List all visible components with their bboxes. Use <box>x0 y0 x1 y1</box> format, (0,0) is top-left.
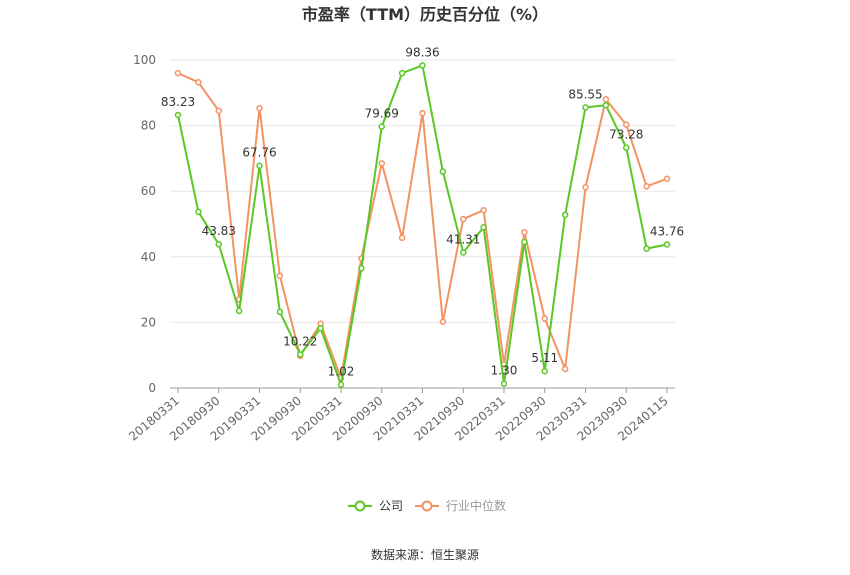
series-1-point-24 <box>663 175 671 182</box>
data-label-20190930: 10.22 <box>283 334 317 348</box>
series-1-point-1 <box>195 79 202 86</box>
series-1-point-14 <box>460 215 467 223</box>
series-0-point-4 <box>256 162 263 169</box>
series-0-point-15 <box>480 224 487 231</box>
series-1-point-20 <box>582 184 589 191</box>
y-tick-label-40: 40 <box>141 250 156 264</box>
series-0-point-20 <box>582 104 589 111</box>
series-0-point-9 <box>358 265 365 272</box>
legend-item-0[interactable]: 公司 <box>348 499 403 513</box>
series-1-point-17 <box>521 228 528 236</box>
series-1-point-4 <box>256 104 263 112</box>
series-1-point-0 <box>174 69 182 77</box>
series-0-point-23 <box>643 245 650 252</box>
data-label-20230930: 73.28 <box>609 128 643 142</box>
data-label-20240115: 43.76 <box>650 224 684 238</box>
series-layer <box>174 62 671 388</box>
series-1-point-15 <box>480 206 487 214</box>
series-1-point-21 <box>602 96 610 103</box>
legend-swatch-marker <box>421 500 433 512</box>
series-1-point-2 <box>215 107 222 115</box>
series-0-point-11 <box>398 69 406 77</box>
legend-label: 公司 <box>379 499 403 513</box>
series-0-point-8 <box>337 381 345 388</box>
chart-title: 市盈率（TTM）历史百分位（%） <box>302 5 548 24</box>
series-0-point-19 <box>561 211 569 219</box>
data-label-20220930: 5.11 <box>531 351 558 365</box>
series-1-point-19 <box>561 365 569 373</box>
y-tick-label-60: 60 <box>141 184 156 198</box>
data-label-20200930: 79.69 <box>365 107 399 121</box>
legend[interactable]: 公司 行业中位数 <box>348 498 506 513</box>
series-1-point-23 <box>643 183 650 190</box>
data-label-20190331: 67.76 <box>242 146 276 160</box>
series-0-point-5 <box>276 308 284 316</box>
series-0-point-18 <box>541 367 548 375</box>
series-1-point-12 <box>419 109 426 117</box>
series-0-point-3 <box>235 307 243 315</box>
data-label-20180930: 43.83 <box>202 224 236 238</box>
series-0-point-10 <box>378 123 385 130</box>
y-tick-label-100: 100 <box>133 53 156 67</box>
series-0-point-7 <box>317 325 324 332</box>
y-tick-label-20: 20 <box>141 315 156 329</box>
legend-item-1[interactable]: 行业中位数 <box>415 498 506 513</box>
series-1-point-18 <box>541 315 548 322</box>
x-axis: 2018033120180930201903312019093020200331… <box>126 387 675 444</box>
y-tick-label-0: 0 <box>148 381 156 395</box>
data-label-20230331: 85.55 <box>568 87 602 101</box>
series-0-point-1 <box>195 208 202 216</box>
data-label-20210331: 98.36 <box>405 45 439 59</box>
series-1-point-22 <box>623 121 630 128</box>
legend-label: 行业中位数 <box>446 498 506 513</box>
series-0-point-17 <box>521 238 528 246</box>
series-0-point-14 <box>460 249 467 256</box>
series-0-point-0 <box>174 111 182 119</box>
series-0-point-24 <box>663 241 671 248</box>
series-1-point-13 <box>439 318 447 325</box>
series-0-point-12 <box>419 62 426 69</box>
series-1-point-5 <box>276 272 284 280</box>
series-0-point-22 <box>623 144 630 151</box>
data-source-note: 数据来源：恒生聚源 <box>371 547 479 562</box>
y-tick-label-80: 80 <box>141 119 156 133</box>
series-0-point-2 <box>215 240 222 248</box>
data-label-20200331: 1.02 <box>328 365 355 379</box>
series-0-point-21 <box>602 102 610 109</box>
legend-swatch-marker <box>354 500 366 512</box>
series-0-point-6 <box>297 351 304 358</box>
data-label-20210930: 41.31 <box>446 233 480 247</box>
y-axis: 0 20 40 60 80 100 <box>133 53 156 395</box>
series-0-point-13 <box>439 168 447 175</box>
y-gridlines <box>170 59 675 323</box>
series-1-point-11 <box>398 234 406 242</box>
series-1-point-10 <box>378 160 385 167</box>
data-label-20180331: 83.23 <box>161 95 195 109</box>
data-labels: 83.23 43.83 67.76 10.22 1.02 79.69 98.36 41.31 1… <box>161 45 684 378</box>
data-label-20220331: 1.30 <box>491 364 518 378</box>
series-0-point-16 <box>500 380 508 387</box>
